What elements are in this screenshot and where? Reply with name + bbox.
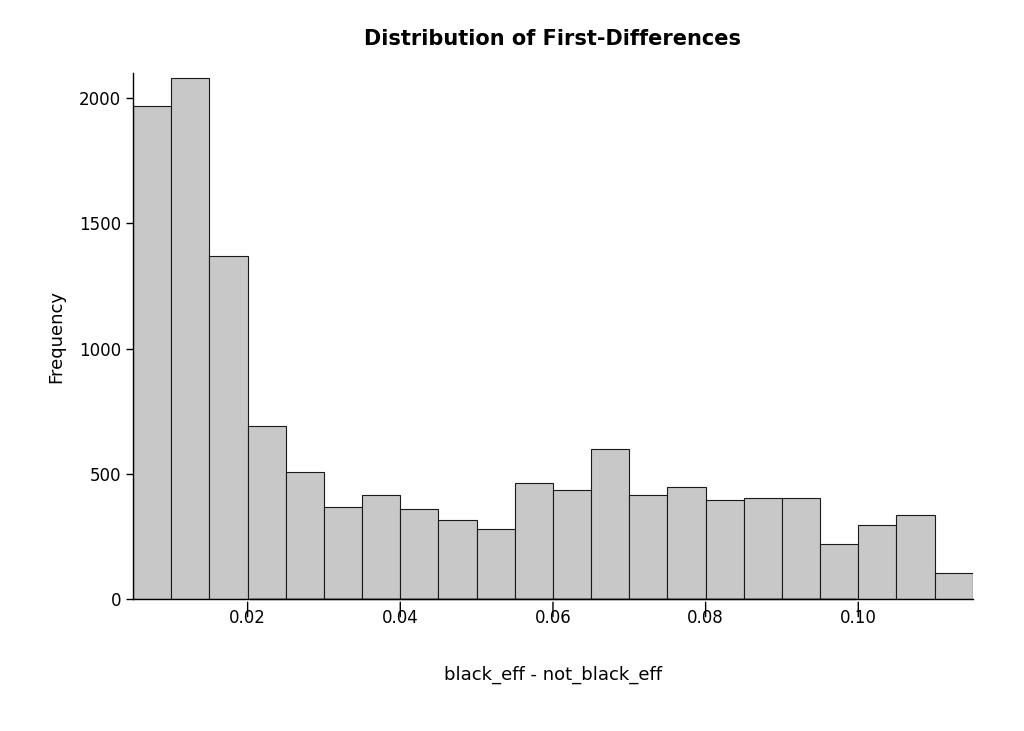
Bar — [400, 510, 438, 599]
Bar — [324, 507, 362, 599]
Bar — [743, 498, 782, 599]
Bar — [210, 256, 248, 599]
Y-axis label: Frequency: Frequency — [47, 289, 66, 383]
Bar — [858, 526, 896, 599]
Bar — [668, 487, 706, 599]
Bar — [438, 520, 476, 599]
Title: Distribution of First-Differences: Distribution of First-Differences — [365, 29, 741, 49]
Bar — [973, 575, 1011, 599]
Bar — [896, 515, 935, 599]
Bar — [286, 471, 324, 599]
Bar — [133, 106, 171, 599]
Bar — [935, 573, 973, 599]
Bar — [591, 449, 630, 599]
Bar — [782, 498, 820, 599]
Bar — [248, 426, 286, 599]
X-axis label: black_eff - not_black_eff: black_eff - not_black_eff — [444, 666, 662, 684]
Bar — [706, 501, 743, 599]
Bar — [171, 78, 210, 599]
Bar — [630, 496, 668, 599]
Bar — [515, 483, 553, 599]
Bar — [476, 529, 515, 599]
Bar — [553, 491, 591, 599]
Bar — [362, 496, 400, 599]
Bar — [820, 545, 858, 599]
